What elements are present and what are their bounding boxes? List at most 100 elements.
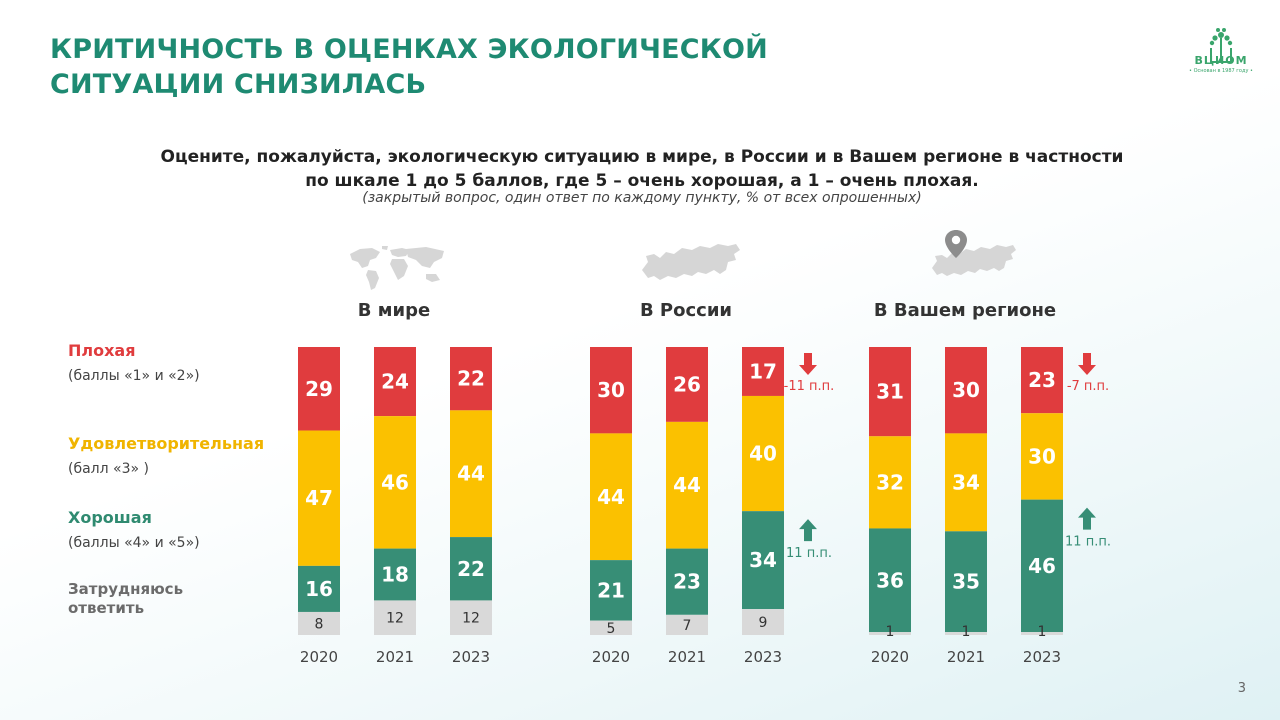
bar-dk-g2-y0 [869, 632, 911, 635]
bar-ok-g0-y1 [374, 416, 416, 549]
change-label-up-g1: 11 п.п. [786, 546, 832, 561]
data-label-good-g2-y2: 46 [1028, 554, 1056, 578]
data-label-dk-g2-y1: 1 [962, 624, 971, 640]
year-label-g1-y1: 2021 [668, 648, 706, 666]
legend-ok-label: Удовлетворительная [68, 434, 265, 453]
bar-ok-g2-y0 [869, 436, 911, 529]
bar-good-g1-y0 [590, 560, 632, 621]
arrow-down-icon-g1 [799, 353, 817, 375]
bar-dk-g1-y0 [590, 620, 632, 635]
legend-bad-sub: (баллы «1» и «2») [68, 368, 200, 384]
question-text: Оцените, пожалуйста, экологическую ситуа… [0, 145, 1280, 193]
bar-bad-g1-y0 [590, 347, 632, 434]
bar-ok-g1-y1 [666, 421, 708, 549]
bar-ok-g0-y2 [450, 410, 492, 538]
data-label-good-g1-y1: 23 [673, 570, 701, 594]
bar-dk-g0-y1 [374, 600, 416, 635]
data-label-bad-g0-y2: 22 [457, 367, 485, 391]
page-number: 3 [1237, 681, 1246, 696]
data-label-ok-g2-y2: 30 [1028, 444, 1056, 468]
group-title-region: В Вашем регионе [873, 300, 1057, 321]
vciom-logo-icon [1209, 28, 1233, 63]
data-label-bad-g1-y1: 26 [673, 372, 701, 396]
arrow-down-icon-g2 [1078, 353, 1096, 375]
data-label-dk-g0-y1: 12 [386, 611, 404, 627]
bar-ok-g2-y2 [1021, 413, 1063, 500]
bar-dk-g0-y0 [298, 611, 340, 635]
data-label-dk-g2-y0: 1 [886, 624, 895, 640]
bar-ok-g0-y0 [298, 430, 340, 566]
year-label-g2-y0: 2020 [871, 648, 909, 666]
change-label-down-g2: -7 п.п. [1067, 379, 1109, 394]
data-label-ok-g2-y0: 32 [876, 470, 904, 494]
bar-ok-g1-y0 [590, 433, 632, 561]
arrow-up-icon-g2 [1078, 507, 1096, 530]
data-label-dk-g2-y2: 1 [1038, 624, 1047, 640]
legend-dk-label: Затрудняюсь ответить [68, 580, 184, 617]
region-pin-map-icon [932, 230, 1016, 276]
year-label-g1-y0: 2020 [592, 648, 630, 666]
data-label-good-g1-y0: 21 [597, 578, 625, 602]
logo-tagline: • Основан в 1987 году • [1189, 68, 1253, 74]
page-title: КРИТИЧНОСТЬ В ОЦЕНКАХ ЭКОЛОГИЧЕСКОЙ СИТУ… [50, 34, 768, 100]
group-title-world: В мире [357, 300, 431, 321]
legend-good-sub: (баллы «4» и «5») [68, 535, 200, 551]
year-label-g2-y2: 2023 [1023, 648, 1061, 666]
bar-good-g2-y2 [1021, 499, 1063, 633]
change-label-down-g1: -11 п.п. [784, 379, 835, 394]
bar-good-g0-y1 [374, 548, 416, 601]
bar-good-g1-y2 [742, 511, 784, 610]
year-label-g1-y2: 2023 [744, 648, 782, 666]
bar-bad-g0-y1 [374, 347, 416, 417]
bar-good-g0-y2 [450, 537, 492, 601]
data-label-bad-g2-y0: 31 [876, 380, 904, 404]
data-label-ok-g1-y0: 44 [597, 485, 625, 509]
data-label-bad-g2-y2: 23 [1028, 368, 1056, 392]
data-label-dk-g1-y2: 9 [759, 615, 768, 631]
data-label-good-g0-y0: 16 [305, 577, 333, 601]
question-line-1: Оцените, пожалуйста, экологическую ситуа… [160, 147, 1124, 167]
data-label-good-g2-y0: 36 [876, 568, 904, 592]
data-label-good-g0-y1: 18 [381, 563, 409, 587]
data-label-good-g2-y1: 35 [952, 570, 980, 594]
data-label-ok-g1-y2: 40 [749, 442, 777, 466]
data-label-ok-g2-y1: 34 [952, 470, 980, 494]
world-map-icon [350, 246, 444, 290]
data-label-ok-g0-y1: 46 [381, 470, 409, 494]
bar-bad-g2-y2 [1021, 347, 1063, 414]
year-label-g2-y1: 2021 [947, 648, 985, 666]
bar-dk-g2-y2 [1021, 632, 1063, 635]
data-label-ok-g0-y2: 44 [457, 462, 485, 486]
bar-dk-g1-y2 [742, 609, 784, 635]
data-label-bad-g0-y0: 29 [305, 377, 333, 401]
data-label-dk-g0-y2: 12 [462, 611, 480, 627]
legend-ok-sub: (балл «3» ) [68, 461, 149, 477]
year-label-g0-y1: 2021 [376, 648, 414, 666]
data-label-bad-g2-y1: 30 [952, 378, 980, 402]
arrow-up-icon-g1 [799, 519, 817, 542]
change-label-up-g2: 11 п.п. [1065, 535, 1111, 550]
legend-bad-label: Плохая [68, 341, 136, 360]
bar-bad-g0-y2 [450, 347, 492, 411]
data-label-good-g0-y2: 22 [457, 557, 485, 581]
bar-bad-g2-y0 [869, 347, 911, 437]
question-line-2: по шкале 1 до 5 баллов, где 5 – очень хо… [305, 171, 979, 191]
data-label-good-g1-y2: 34 [749, 548, 777, 572]
bar-bad-g0-y0 [298, 347, 340, 431]
bar-good-g2-y1 [945, 531, 987, 633]
year-label-g0-y2: 2023 [452, 648, 490, 666]
bar-bad-g1-y2 [742, 347, 784, 396]
question-note: (закрытый вопрос, один ответ по каждому … [362, 190, 922, 206]
data-label-ok-g0-y0: 47 [305, 486, 333, 510]
bar-dk-g2-y1 [945, 632, 987, 635]
bar-good-g0-y0 [298, 565, 340, 612]
data-label-dk-g1-y0: 5 [607, 621, 616, 637]
russia-map-icon [642, 244, 740, 280]
legend-good-label: Хорошая [68, 508, 152, 527]
group-title-russia: В России [639, 300, 733, 321]
data-label-dk-g1-y1: 7 [683, 618, 692, 634]
bar-bad-g2-y1 [945, 347, 987, 434]
bar-good-g2-y0 [869, 528, 911, 633]
logo-name: ВЦИОМ [1194, 54, 1248, 67]
